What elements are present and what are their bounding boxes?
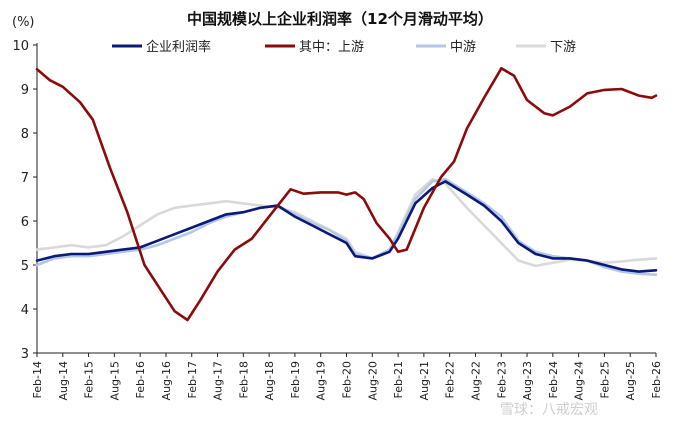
y-axis-unit: (%) bbox=[12, 15, 35, 30]
y-tick-label: 3 bbox=[21, 347, 29, 362]
x-tick-label: Feb-14 bbox=[31, 361, 44, 398]
y-tick-label: 4 bbox=[21, 303, 29, 318]
y-tick-label: 5 bbox=[21, 259, 29, 274]
series-line-0 bbox=[35, 180, 658, 273]
legend: 企业利润率 其中：上游 中游 下游 bbox=[112, 39, 576, 55]
x-tick-label: Aug-16 bbox=[160, 361, 173, 400]
x-tick-label: Feb-19 bbox=[289, 361, 302, 398]
x-tick-label: Aug-22 bbox=[469, 361, 482, 400]
y-tick-label: 7 bbox=[21, 171, 29, 186]
x-tick-label: Feb-22 bbox=[444, 361, 457, 398]
series-line-1 bbox=[35, 67, 658, 322]
x-tick-label: Feb-18 bbox=[237, 361, 250, 398]
x-tick-label: Aug-25 bbox=[624, 361, 637, 400]
x-tick-label: Aug-19 bbox=[315, 361, 328, 400]
x-tick-label: Aug-24 bbox=[573, 361, 586, 400]
y-tick-label: 8 bbox=[21, 127, 29, 142]
y-tick-label: 10 bbox=[12, 39, 29, 54]
legend-label: 中游 bbox=[450, 40, 476, 55]
legend-label: 企业利润率 bbox=[146, 39, 211, 55]
x-tick-label: Feb-24 bbox=[547, 361, 560, 398]
x-tick-label: Aug-18 bbox=[263, 361, 276, 400]
x-tick-label: Aug-23 bbox=[521, 361, 534, 400]
y-tick-label: 6 bbox=[21, 215, 29, 230]
x-tick-label: Feb-25 bbox=[598, 361, 611, 398]
legend-label: 下游 bbox=[550, 40, 576, 55]
x-tick-label: Feb-16 bbox=[134, 361, 147, 398]
x-tick-label: Feb-21 bbox=[392, 361, 405, 398]
x-tick-label: Feb-23 bbox=[495, 361, 508, 398]
x-tick-label: Aug-20 bbox=[366, 361, 379, 400]
x-tick-label: Aug-17 bbox=[212, 361, 225, 400]
y-axis: 3 4 5 6 7 8 9 10 bbox=[12, 39, 38, 362]
x-tick-label: Feb-26 bbox=[650, 361, 663, 398]
legend-label: 其中：上游 bbox=[299, 40, 364, 55]
chart-title: 中国规模以上企业利润率（12个月滑动平均） bbox=[187, 10, 493, 28]
x-axis: Feb-14 Aug-14 Feb-15 Aug-15 Feb-16 Aug-16 Feb-… bbox=[31, 352, 663, 400]
x-tick-label: Aug-14 bbox=[57, 361, 70, 400]
x-tick-label: Aug-21 bbox=[418, 361, 431, 400]
x-tick-label: Feb-17 bbox=[186, 361, 199, 398]
plot-area bbox=[35, 67, 658, 322]
x-tick-label: Feb-15 bbox=[83, 361, 96, 398]
x-tick-label: Aug-15 bbox=[108, 361, 121, 400]
watermark: 雪球：八戒宏观 bbox=[500, 402, 598, 418]
x-tick-label: Feb-20 bbox=[341, 361, 354, 398]
y-tick-label: 9 bbox=[21, 83, 29, 98]
